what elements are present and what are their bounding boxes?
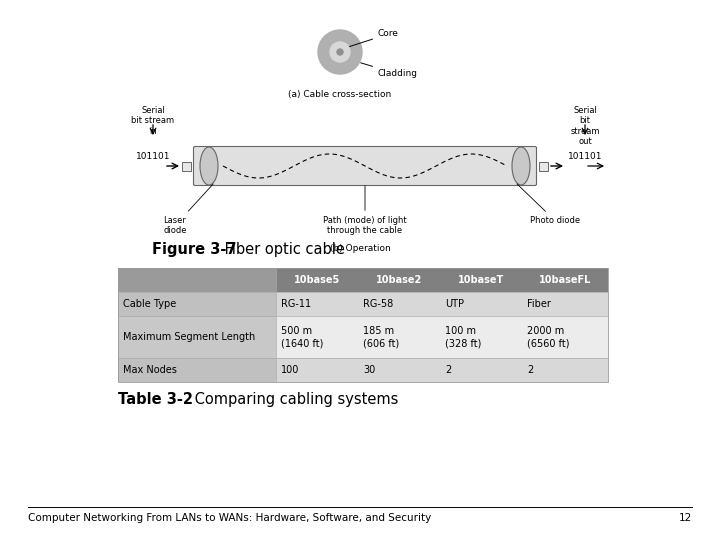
Bar	[522, 358, 608, 382]
Text: Serial
bit stream
in: Serial bit stream in	[132, 106, 174, 136]
Bar	[118, 292, 276, 316]
Bar	[522, 316, 608, 358]
Circle shape	[318, 30, 362, 74]
Text: 10base2: 10base2	[376, 275, 422, 285]
Text: (a) Cable cross-section: (a) Cable cross-section	[289, 90, 392, 99]
Text: 10baseT: 10baseT	[458, 275, 504, 285]
Circle shape	[337, 49, 343, 55]
Text: UTP: UTP	[445, 299, 464, 309]
Text: Photo diode: Photo diode	[517, 184, 580, 225]
Text: (b) Operation: (b) Operation	[330, 244, 390, 253]
Text: Cladding: Cladding	[361, 63, 418, 78]
Ellipse shape	[200, 147, 218, 185]
Text: Table 3-2: Table 3-2	[118, 392, 193, 407]
Bar	[358, 316, 440, 358]
Text: 12: 12	[679, 513, 692, 523]
Text: 101101: 101101	[136, 152, 170, 161]
Text: 185 m
(606 ft): 185 m (606 ft)	[363, 326, 400, 348]
Text: 2: 2	[445, 365, 451, 375]
Text: Figure 3-7: Figure 3-7	[152, 242, 236, 257]
Text: 100: 100	[281, 365, 300, 375]
Text: RG-11: RG-11	[281, 299, 311, 309]
Text: Cable Type: Cable Type	[123, 299, 176, 309]
Bar	[440, 268, 522, 292]
Text: Path (mode) of light
through the cable: Path (mode) of light through the cable	[323, 186, 407, 235]
Bar	[276, 292, 358, 316]
Bar	[276, 268, 358, 292]
Text: 10base5: 10base5	[294, 275, 340, 285]
Bar	[118, 316, 276, 358]
Text: 30: 30	[363, 365, 375, 375]
Text: Max Nodes: Max Nodes	[123, 365, 177, 375]
Bar	[539, 161, 548, 171]
Text: RG-58: RG-58	[363, 299, 393, 309]
Text: Computer Networking From LANs to WANs: Hardware, Software, and Security: Computer Networking From LANs to WANs: H…	[28, 513, 431, 523]
Bar	[118, 268, 276, 292]
Bar	[276, 358, 358, 382]
Text: Core: Core	[348, 30, 399, 47]
Text: Maximum Segment Length: Maximum Segment Length	[123, 332, 256, 342]
Bar	[182, 161, 191, 171]
Text: Fiber: Fiber	[527, 299, 551, 309]
FancyBboxPatch shape	[194, 146, 536, 186]
Text: 10baseFL: 10baseFL	[539, 275, 591, 285]
Text: Serial
bit
stream
out: Serial bit stream out	[570, 106, 600, 146]
Bar	[358, 358, 440, 382]
Text: 100 m
(328 ft): 100 m (328 ft)	[445, 326, 482, 348]
Bar	[440, 292, 522, 316]
Text: Laser
diode: Laser diode	[163, 184, 213, 235]
Bar	[118, 358, 276, 382]
Ellipse shape	[512, 147, 530, 185]
Text: 500 m
(1640 ft): 500 m (1640 ft)	[281, 326, 323, 348]
Bar	[440, 358, 522, 382]
Bar	[118, 268, 608, 382]
Bar	[440, 316, 522, 358]
Bar	[522, 292, 608, 316]
Bar	[358, 292, 440, 316]
Bar	[522, 268, 608, 292]
Text: Comparing cabling systems: Comparing cabling systems	[190, 392, 398, 407]
Bar	[276, 316, 358, 358]
Text: 2000 m
(6560 ft): 2000 m (6560 ft)	[527, 326, 570, 348]
Text: Fiber optic cable: Fiber optic cable	[220, 242, 345, 257]
Circle shape	[330, 42, 350, 62]
Text: 2: 2	[527, 365, 534, 375]
Text: 101101: 101101	[568, 152, 602, 161]
Bar	[358, 268, 440, 292]
